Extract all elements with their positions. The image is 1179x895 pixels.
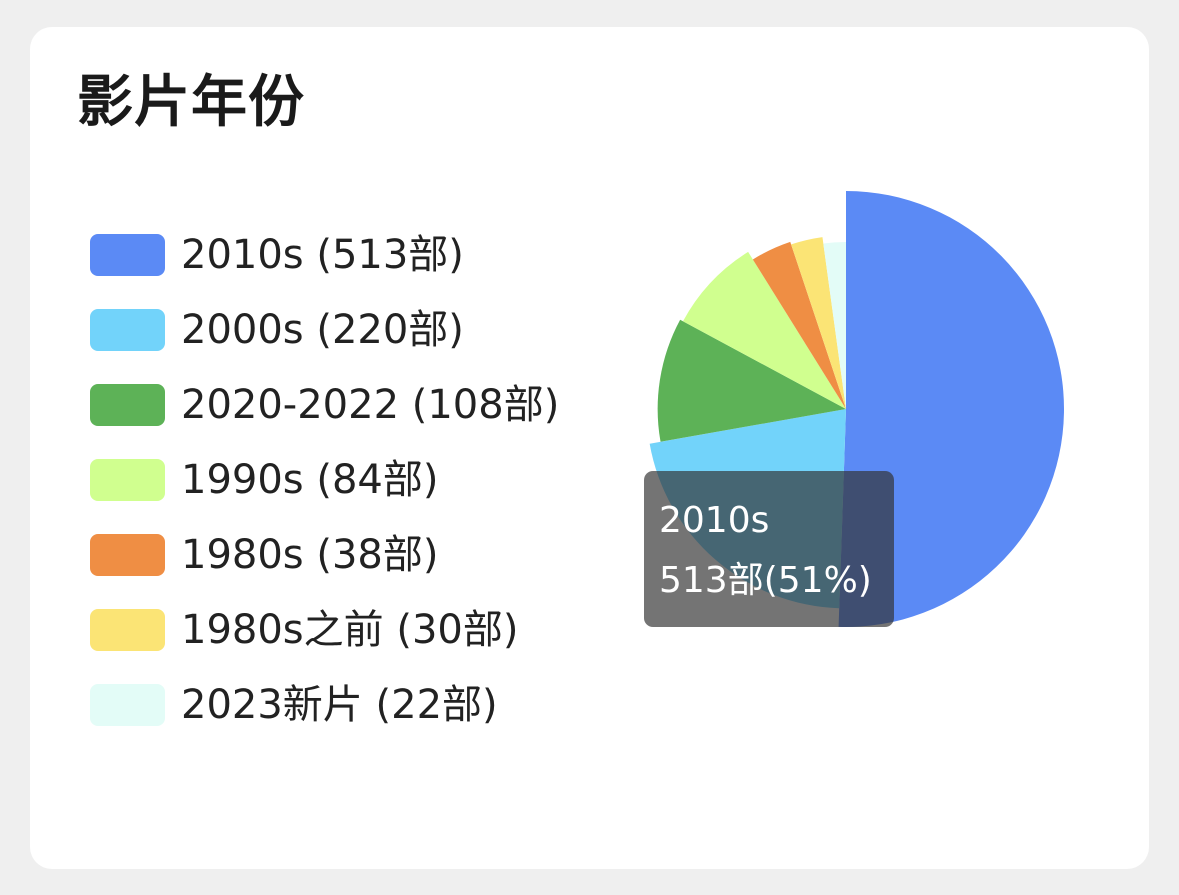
legend-item[interactable]: 2010s (513部) xyxy=(90,217,559,292)
tooltip-value: 513部(51%) xyxy=(659,560,872,601)
legend-label: 2020-2022 (108部) xyxy=(181,381,560,428)
legend-item[interactable]: 2023新片 (22部) xyxy=(90,667,559,742)
legend-label: 1980s (38部) xyxy=(181,531,439,578)
legend-label: 2010s (513部) xyxy=(181,231,464,278)
chart-tooltip: 2010s 513部(51%) xyxy=(644,471,894,627)
tooltip-series-label: 2010s xyxy=(659,500,770,541)
legend-label: 1980s之前 (30部) xyxy=(181,606,519,653)
legend-item[interactable]: 1980s (38部) xyxy=(90,517,559,592)
chart-title: 影片年份 xyxy=(77,70,305,135)
legend-swatch xyxy=(90,233,165,276)
legend-item[interactable]: 2000s (220部) xyxy=(90,292,559,367)
pie-slice-2010s-0[interactable] xyxy=(838,191,1065,627)
legend-swatch xyxy=(90,608,165,651)
pie-chart xyxy=(649,191,1065,627)
pie-slice-2020-2022-2[interactable] xyxy=(657,319,846,442)
legend-item[interactable]: 2020-2022 (108部) xyxy=(90,367,559,442)
legend-item[interactable]: 1980s之前 (30部) xyxy=(90,592,559,667)
legend-swatch xyxy=(90,308,165,351)
pie-slice-1990s-3[interactable] xyxy=(682,251,846,409)
legend-label: 1990s (84部) xyxy=(181,456,439,503)
legend-swatch xyxy=(90,683,165,726)
legend-swatch xyxy=(90,533,165,576)
pie-slice-1980s-4[interactable] xyxy=(752,241,846,409)
legend-swatch xyxy=(90,383,165,426)
chart-card: 影片年份 2010s (513部) 2000s (220部) 2020-2022… xyxy=(30,27,1149,869)
legend-label: 2023新片 (22部) xyxy=(181,681,498,728)
legend-label: 2000s (220部) xyxy=(181,306,464,353)
legend: 2010s (513部) 2000s (220部) 2020-2022 (108… xyxy=(90,217,559,742)
legend-swatch xyxy=(90,458,165,501)
pie-slice-1980s-5[interactable] xyxy=(791,237,846,409)
pie-slice-2023-6[interactable] xyxy=(823,242,846,409)
legend-item[interactable]: 1990s (84部) xyxy=(90,442,559,517)
